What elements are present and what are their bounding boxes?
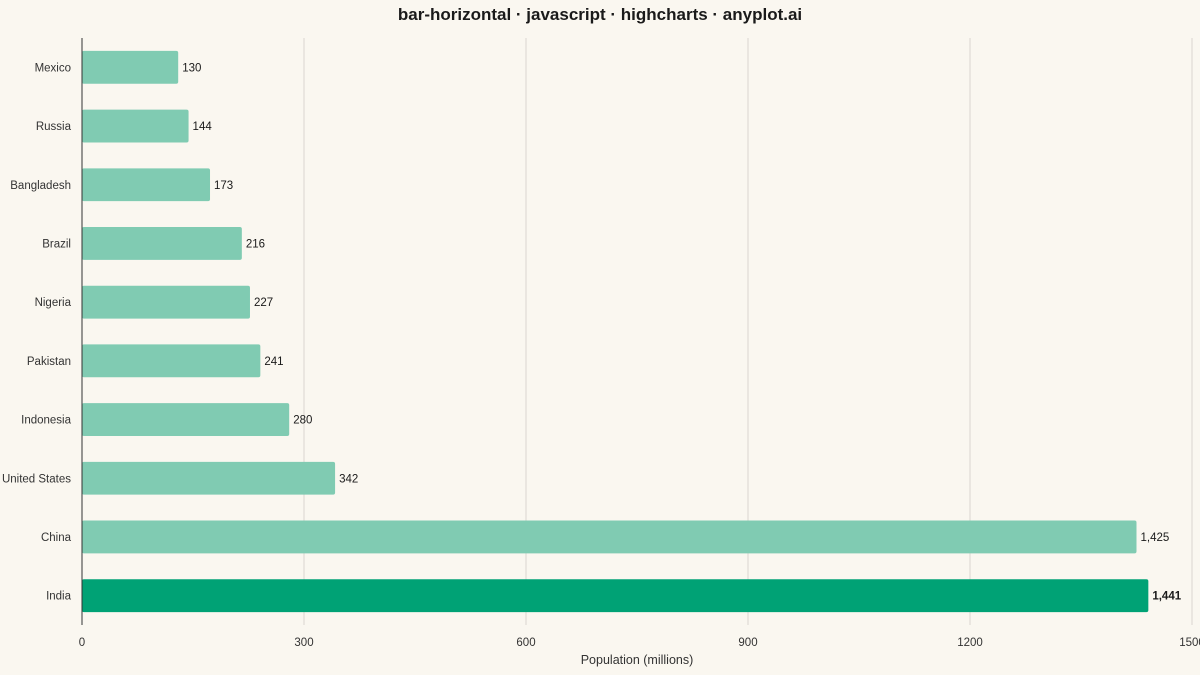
chart-title: bar-horizontal · javascript · highcharts… <box>397 5 803 24</box>
x-tick-label: 300 <box>294 637 313 649</box>
bar[interactable] <box>82 50 179 84</box>
x-tick-label: 1500 <box>1179 637 1200 649</box>
bar[interactable] <box>82 461 336 495</box>
bar-value-label: 1,441 <box>1152 591 1181 603</box>
bar-value-label: 216 <box>246 238 265 250</box>
y-category-label: Mexico <box>35 62 71 74</box>
bar-value-label: 241 <box>264 356 283 368</box>
bar[interactable] <box>82 227 242 260</box>
bar[interactable] <box>82 344 261 378</box>
bar[interactable] <box>82 168 211 202</box>
y-category-label: Russia <box>36 121 72 133</box>
bar-value-label: 130 <box>182 62 201 74</box>
bar[interactable] <box>82 285 250 319</box>
bars <box>82 50 1149 613</box>
bar[interactable] <box>82 109 189 143</box>
y-category-label: Indonesia <box>21 415 71 427</box>
bar-value-label: 1,425 <box>1141 532 1170 544</box>
bar-value-label: 280 <box>293 415 312 427</box>
y-category-label: United States <box>2 473 71 485</box>
x-tick-label: 600 <box>516 637 535 649</box>
bar-value-label: 342 <box>339 473 358 485</box>
y-category-label: India <box>46 591 72 603</box>
x-tick-label: 1200 <box>957 637 983 649</box>
y-category-label: China <box>41 532 72 544</box>
labels: 0 300 600 900 1200 1500 Mexico 130 Russia 144 Bang… <box>2 62 1200 649</box>
bar[interactable] <box>82 520 1137 554</box>
y-category-label: Pakistan <box>27 356 71 368</box>
y-category-label: Nigeria <box>35 297 72 309</box>
y-category-label: Brazil <box>42 238 71 250</box>
y-category-label: Bangladesh <box>10 180 71 192</box>
bar[interactable] <box>82 579 1149 613</box>
bar[interactable] <box>82 403 290 436</box>
x-axis-title: Population (millions) <box>581 653 694 667</box>
bar-value-label: 227 <box>254 297 273 309</box>
x-tick-label: 900 <box>738 637 757 649</box>
bar-value-label: 173 <box>214 180 233 192</box>
bar-value-label: 144 <box>193 121 213 133</box>
x-tick-label: 0 <box>79 637 85 649</box>
